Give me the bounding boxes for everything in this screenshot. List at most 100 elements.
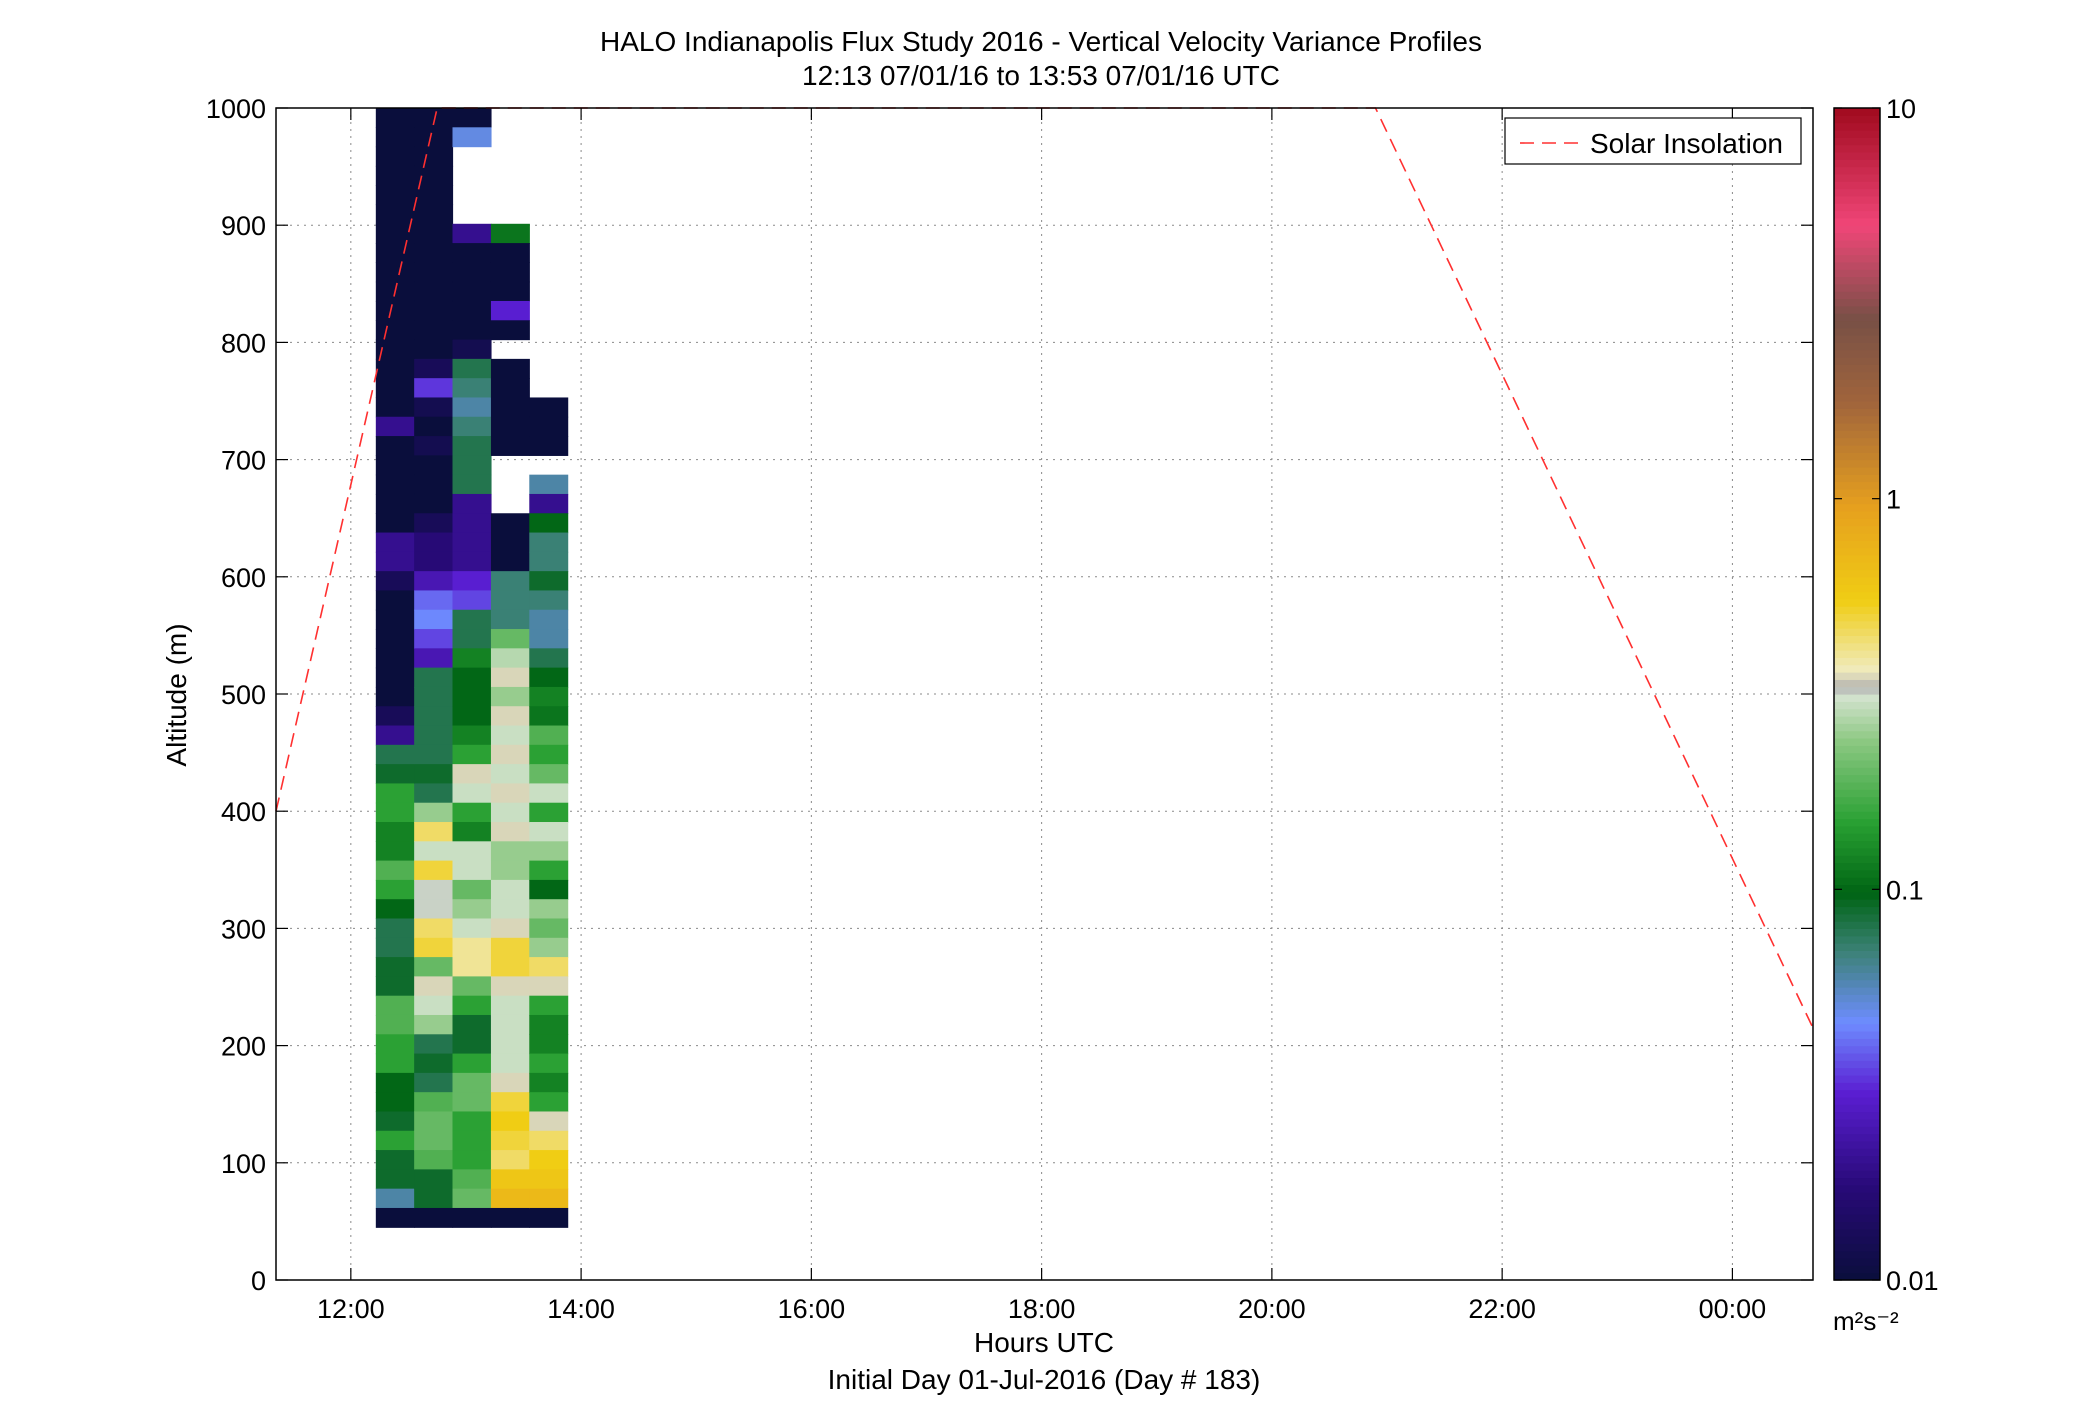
x-tick-label: 16:00 (778, 1294, 846, 1324)
y-tick-label: 400 (221, 797, 266, 827)
heatmap-cell (490, 918, 530, 939)
colorbar-band (1834, 547, 1880, 556)
heatmap-cell (490, 513, 530, 534)
heatmap-cell (529, 860, 569, 881)
colorbar-band (1834, 137, 1880, 146)
colorbar-band (1834, 1162, 1880, 1171)
colorbar-band (1834, 679, 1880, 688)
y-axis-label: Altitude (m) (161, 623, 192, 766)
colorbar-band (1834, 540, 1880, 549)
heatmap-cell (375, 223, 415, 244)
heatmap-cell (375, 802, 415, 823)
y-tick-label: 1000 (206, 94, 266, 124)
heatmap-cell (452, 629, 492, 649)
heatmap-cell (529, 513, 569, 534)
heatmap-cell (452, 648, 492, 669)
colorbar-band (1834, 503, 1880, 512)
heatmap-cell (414, 455, 454, 476)
colorbar-band (1834, 686, 1880, 695)
heatmap-cell (490, 706, 530, 727)
heatmap-cell (490, 686, 530, 707)
heatmap-cell (529, 532, 569, 553)
heatmap-cell (490, 860, 530, 881)
heatmap-cell (490, 648, 530, 669)
colorbar-band (1834, 752, 1880, 761)
colorbar-band (1834, 664, 1880, 673)
heatmap-cell (375, 320, 415, 341)
heatmap-cell (375, 378, 415, 399)
colorbar-band (1834, 620, 1880, 629)
heatmap-cell (452, 995, 492, 1016)
colorbar-band (1834, 129, 1880, 138)
heatmap-cell (414, 1150, 454, 1170)
heatmap-cell (452, 822, 492, 842)
colorbar-band (1834, 466, 1880, 475)
heatmap-cell (414, 1111, 454, 1132)
heatmap-cell (375, 397, 415, 418)
colorbar-band (1834, 1111, 1880, 1120)
colorbar-band (1834, 965, 1880, 973)
colorbar-band (1834, 554, 1880, 563)
colorbar-band (1834, 1133, 1880, 1142)
heatmap-cell (529, 899, 569, 920)
heatmap-cell (529, 590, 569, 611)
heatmap-cell (414, 609, 454, 630)
heatmap-cell (490, 1092, 530, 1113)
colorbar-band (1834, 320, 1880, 329)
heatmap-cell (414, 725, 454, 746)
colorbar-band (1834, 195, 1880, 204)
heatmap-cell (452, 802, 492, 823)
heatmap-cell (375, 1014, 415, 1035)
heatmap-cell (414, 860, 454, 881)
heatmap-cell (529, 995, 569, 1016)
heatmap-cell (490, 1169, 530, 1190)
heatmap-cell (490, 320, 530, 341)
heatmap-cell (490, 783, 530, 804)
heatmap-cell (375, 551, 415, 572)
colorbar-band (1834, 1214, 1880, 1222)
colorbar-band (1834, 803, 1880, 812)
heatmap-cell (490, 1053, 530, 1074)
heatmap-cell (490, 378, 530, 399)
heatmap-cell (414, 802, 454, 823)
colorbar-band (1834, 488, 1880, 497)
heatmap-cell (452, 397, 492, 418)
heatmap-cell (490, 879, 530, 900)
heatmap-cell (490, 1130, 530, 1151)
heatmap-cell (375, 629, 415, 649)
colorbar-band (1834, 943, 1880, 951)
colorbar-band (1834, 1089, 1880, 1098)
heatmap-cell (414, 320, 454, 341)
colorbar-band (1834, 1250, 1880, 1259)
colorbar-band (1834, 708, 1880, 717)
colorbar-band (1834, 1074, 1880, 1083)
heatmap-cell (452, 300, 492, 321)
colorbar-band (1834, 569, 1880, 578)
colorbar-band (1834, 1008, 1880, 1017)
colorbar-band (1834, 950, 1880, 959)
heatmap-cell (375, 860, 415, 881)
heatmap-cell (375, 474, 415, 495)
heatmap-cell (375, 204, 415, 225)
heatmap-cell (414, 397, 454, 418)
colorbar-band (1834, 606, 1880, 615)
heatmap-cell (452, 474, 492, 495)
colorbar-band (1834, 891, 1880, 900)
y-tick-label: 0 (251, 1266, 266, 1296)
colorbar-band (1834, 313, 1880, 322)
heatmap-cell (375, 262, 415, 283)
heatmap-cell (490, 243, 530, 263)
colorbar-band (1834, 1023, 1880, 1032)
heatmap-cell (375, 165, 415, 186)
colorbar-band (1834, 650, 1880, 658)
colorbar-band (1834, 1140, 1880, 1149)
colorbar-band (1834, 1170, 1880, 1179)
colorbar-band (1834, 767, 1880, 776)
colorbar-band (1834, 1192, 1880, 1201)
heatmap-cell (414, 1092, 454, 1113)
colorbar-band (1834, 532, 1880, 541)
colorbar-band (1834, 357, 1880, 365)
colorbar-band (1834, 188, 1880, 197)
heatmap-cell (452, 744, 492, 765)
colorbar-band (1834, 108, 1880, 116)
